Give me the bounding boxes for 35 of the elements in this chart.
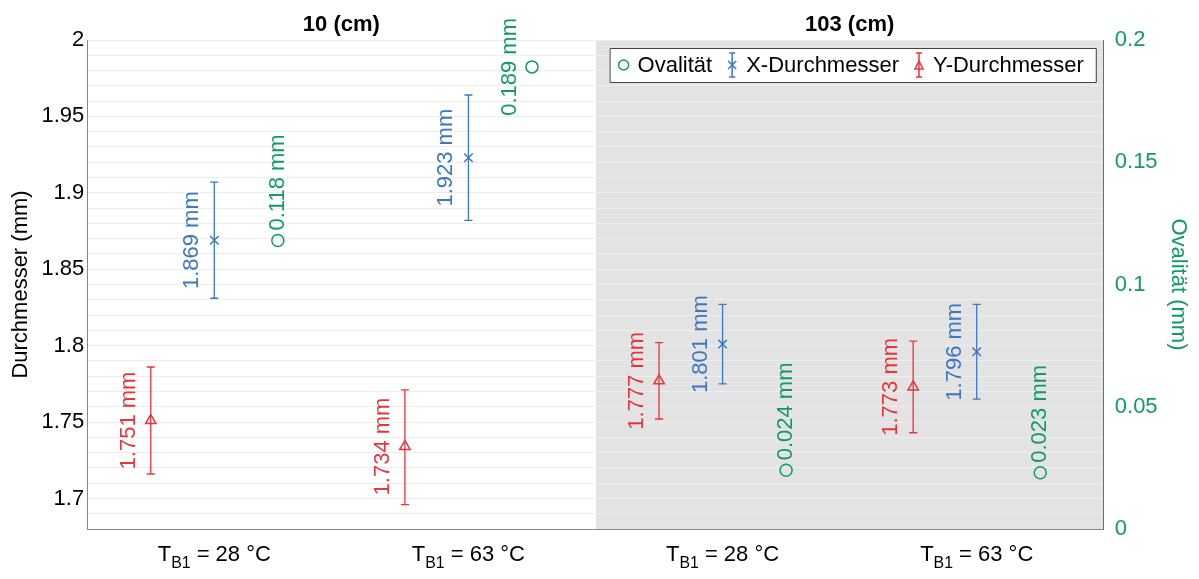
y2-tick-label: 0 — [1114, 515, 1128, 541]
y-tick-label: 2 — [71, 26, 85, 52]
data-label: 1.777 mm — [623, 331, 649, 430]
y-tick-label: 1.75 — [41, 408, 85, 434]
data-label: 0.118 mm — [263, 134, 289, 231]
point — [525, 60, 539, 74]
y2-axis-title: Ovalität (mm) — [1166, 218, 1192, 351]
legend-label: Y-Durchmesser — [932, 52, 1084, 78]
data-label: 1.751 mm — [114, 371, 140, 470]
y2-tick-label: 0.05 — [1114, 392, 1158, 418]
text: 103 (cm) — [805, 11, 895, 37]
point — [1033, 466, 1047, 480]
text: 10 (cm) — [302, 11, 380, 37]
data-label: 1.869 mm — [178, 191, 204, 290]
data-label: 1.801 mm — [686, 295, 712, 394]
y-tick-label: 1.85 — [41, 255, 85, 281]
point — [271, 233, 285, 248]
data-label: 0.024 mm — [772, 362, 798, 461]
legend-label: Ovalität — [637, 52, 713, 78]
data-label: 1.923 mm — [432, 108, 458, 207]
y2-tick-label: 0.1 — [1114, 270, 1146, 296]
y-axis-title: Durchmesser (mm) — [7, 190, 33, 379]
data-label: 0.189 mm — [496, 17, 522, 116]
data-label: 1.796 mm — [940, 302, 966, 401]
y2-tick-label: 0.2 — [1114, 26, 1146, 52]
point — [779, 463, 793, 478]
data-label: 1.773 mm — [877, 337, 903, 436]
data-label: 0.023 mm — [1026, 364, 1052, 463]
data-label: 1.734 mm — [368, 397, 394, 496]
legend-label: X-Durchmesser — [746, 52, 899, 78]
y-tick-label: 1.8 — [53, 331, 85, 357]
y2-tick-label: 0.15 — [1114, 148, 1158, 174]
y-tick-label: 1.95 — [41, 102, 85, 128]
y-tick-label: 1.9 — [53, 178, 85, 204]
y-tick-label: 1.7 — [53, 484, 85, 510]
